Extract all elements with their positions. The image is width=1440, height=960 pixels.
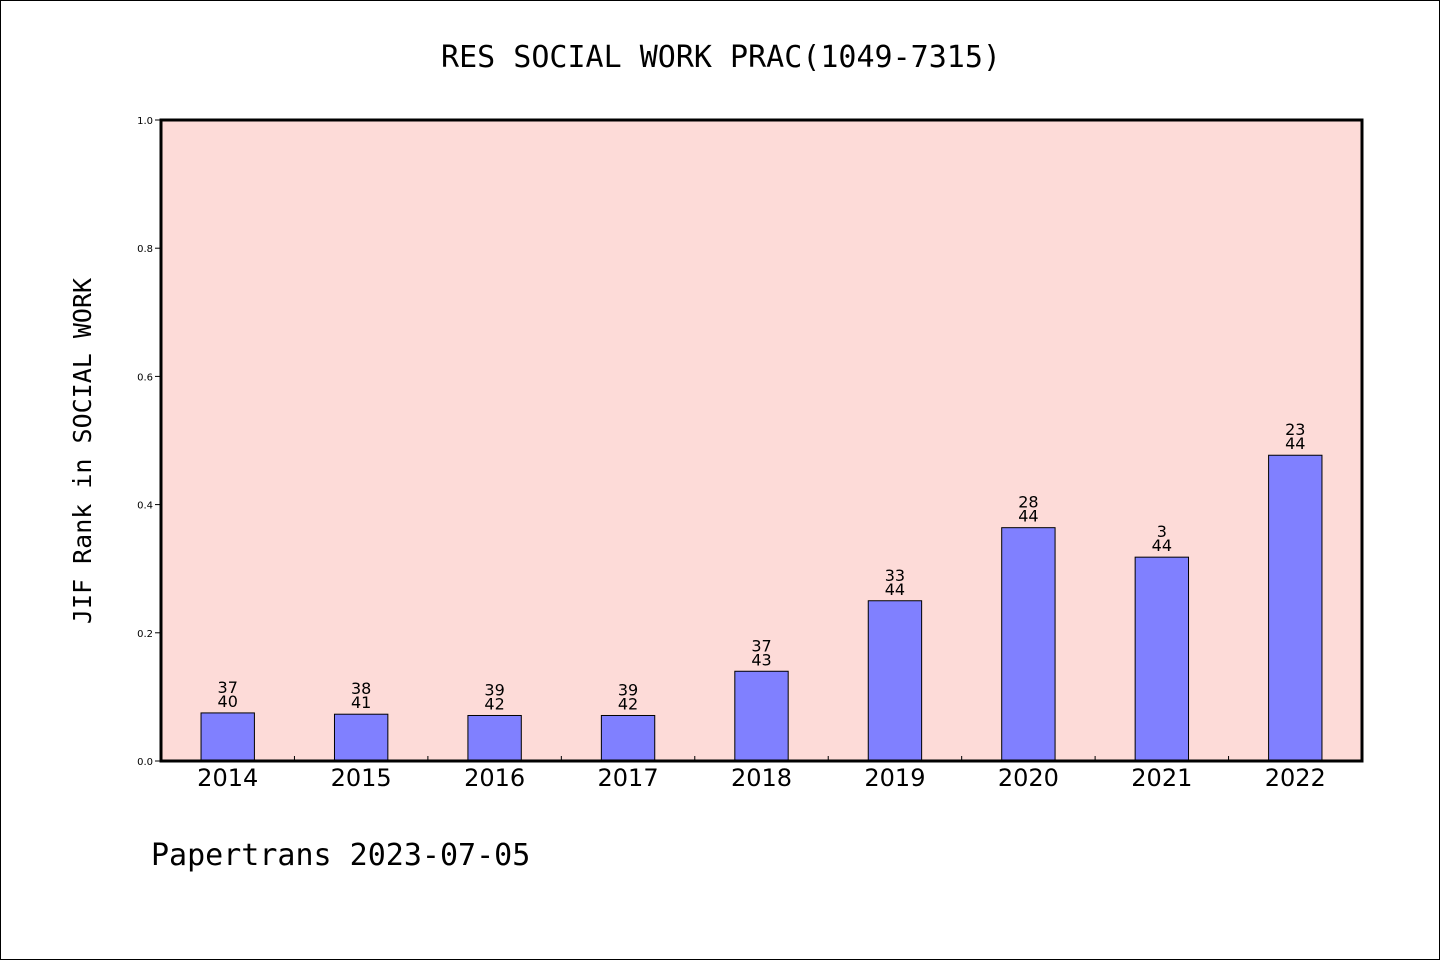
x-tick-label: 2016 xyxy=(464,764,525,792)
y-axis: 0.0 0.2 0.4 0.6 0.8 1.0 xyxy=(137,116,161,768)
bar-total-label: 42 xyxy=(484,694,504,713)
bar-total-label: 44 xyxy=(1018,507,1038,526)
x-axis: 2014 2015 2016 2017 2018 2019 2020 2021 2022 xyxy=(160,756,1363,792)
bar-2020 xyxy=(1001,527,1056,762)
bar-2015 xyxy=(333,713,389,762)
y-axis-label: JIF Rank in SOCIAL WORK xyxy=(68,278,97,624)
bar-total-label: 44 xyxy=(1152,536,1172,555)
bar-total-label: 44 xyxy=(1285,434,1305,453)
x-tick-label: 2021 xyxy=(1131,764,1192,792)
x-tick-label: 2014 xyxy=(197,764,258,792)
bar-2022 xyxy=(1268,454,1323,762)
x-tick-label: 2017 xyxy=(598,764,659,792)
bar-2018 xyxy=(734,670,789,762)
bar-rank-label: 39 xyxy=(618,680,638,699)
bar-total-label: 41 xyxy=(351,693,371,712)
bar-total-label: 40 xyxy=(218,692,238,711)
y-tick-label: 0.4 xyxy=(137,501,153,512)
y-tick-label: 0.6 xyxy=(137,372,153,383)
bar-2014 xyxy=(200,712,255,762)
bar-rank-label: 23 xyxy=(1285,420,1305,439)
bar-rank-label: 28 xyxy=(1018,493,1038,512)
bar-rank-label: 38 xyxy=(351,679,371,698)
bar-rank-label: 33 xyxy=(885,566,905,585)
y-tick-label: 0.8 xyxy=(137,244,153,255)
x-tick-label: 2022 xyxy=(1265,764,1326,792)
chart-title: RES SOCIAL WORK PRAC(1049-7315) xyxy=(441,40,1001,75)
x-tick-label: 2018 xyxy=(731,764,792,792)
y-tick-label: 0.2 xyxy=(137,629,153,640)
bar-2017 xyxy=(600,714,656,762)
bar-2021 xyxy=(1134,556,1190,762)
bar-rank-label: 3 xyxy=(1157,522,1167,541)
plot-border xyxy=(159,118,1364,763)
bar-rank-label: 39 xyxy=(484,680,504,699)
x-tick-label: 2020 xyxy=(998,764,1059,792)
bar-2019 xyxy=(867,600,923,762)
bar-rank-label: 37 xyxy=(218,678,238,697)
x-tick-label: 2015 xyxy=(331,764,392,792)
bar-rank-label: 37 xyxy=(751,636,771,655)
y-tick-label: 0.0 xyxy=(137,757,153,768)
bar-total-label: 44 xyxy=(885,580,905,599)
footer-text: Papertrans 2023-07-05 xyxy=(151,838,530,873)
x-tick-label: 2019 xyxy=(864,764,925,792)
bar-total-label: 43 xyxy=(751,650,771,669)
bar-2016 xyxy=(467,714,522,762)
y-tick-label: 1.0 xyxy=(137,116,153,127)
bar-total-label: 42 xyxy=(618,694,638,713)
